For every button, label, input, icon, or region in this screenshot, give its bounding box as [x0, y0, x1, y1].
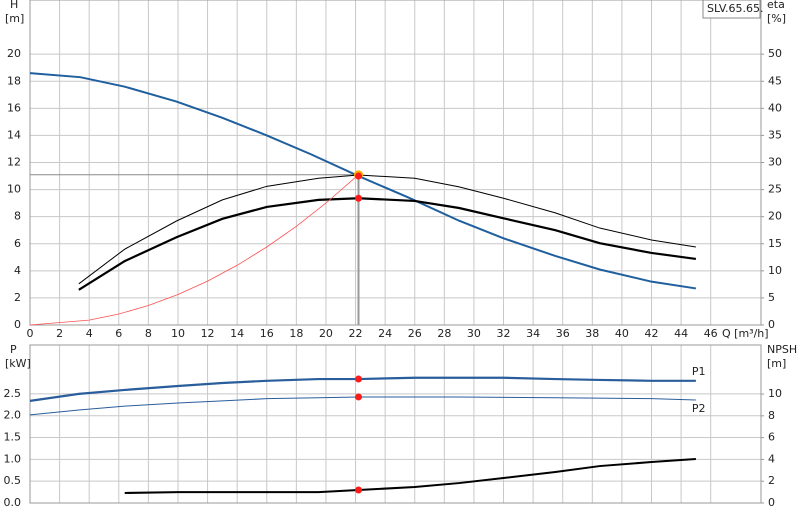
y-tick-label: 0.0	[4, 496, 22, 509]
y-axis-unit: [kW]	[5, 357, 31, 370]
y2-axis-title: eta	[767, 0, 785, 11]
y-tick-label: 2.0	[4, 409, 22, 422]
y2-axis-unit: [%]	[767, 12, 786, 25]
curve	[124, 457, 696, 494]
y-tick-label: 1.0	[4, 452, 22, 465]
y2-tick-label: 4	[768, 452, 775, 465]
chart-title: SLV.65.65.	[707, 2, 764, 15]
x-tick-label: 20	[319, 327, 333, 340]
y2-tick-label: 2	[768, 474, 775, 487]
x-tick-label: 24	[378, 327, 392, 340]
curve	[29, 174, 359, 326]
y2-tick-label: 25	[768, 183, 782, 196]
operating-point	[355, 393, 363, 401]
y2-tick-label: 6	[768, 431, 775, 444]
y2-tick-label: 10	[768, 387, 782, 400]
y-tick-label: 18	[7, 74, 21, 87]
x-tick-label: 34	[526, 327, 540, 340]
x-tick-label: 38	[585, 327, 599, 340]
y-tick-label: 6	[14, 237, 21, 250]
y-tick-label: 8	[14, 210, 21, 223]
y-tick-label: 16	[7, 101, 21, 114]
curve	[78, 174, 696, 285]
y2-axis-unit: [m]	[767, 357, 786, 370]
x-tick-label: 14	[230, 327, 244, 340]
plot-frame	[29, 0, 762, 326]
y2-tick-label: 45	[768, 74, 782, 87]
x-tick-label: 28	[437, 327, 451, 340]
x-tick-label: 4	[86, 327, 93, 340]
x-tick-label: 32	[497, 327, 511, 340]
y-tick-label: 2.5	[4, 387, 22, 400]
y-tick-label: 2	[14, 291, 21, 304]
operating-point	[355, 194, 363, 202]
title-box	[702, 0, 761, 19]
curve-label: P1	[692, 365, 706, 378]
y-tick-label: 14	[7, 128, 21, 141]
x-tick-label: 26	[408, 327, 422, 340]
y-tick-label: 0.5	[4, 474, 22, 487]
x-tick-label: 36	[556, 327, 570, 340]
y-axis-unit: [m]	[5, 12, 24, 25]
y-tick-label: 10	[7, 183, 21, 196]
y2-tick-label: 40	[768, 101, 782, 114]
y2-axis-title: NPSH	[767, 343, 797, 356]
x-tick-label: 46	[704, 327, 718, 340]
y-axis-title: H	[10, 0, 18, 11]
operating-point	[355, 375, 363, 383]
y-tick-label: 1.5	[4, 431, 22, 444]
x-tick-label: 8	[145, 327, 152, 340]
x-tick-label: 40	[615, 327, 629, 340]
y2-tick-label: 35	[768, 128, 782, 141]
x-tick-label: 16	[260, 327, 274, 340]
y2-tick-label: 0	[768, 496, 775, 509]
y2-tick-label: 50	[768, 47, 782, 60]
y2-tick-label: 8	[768, 409, 775, 422]
operating-point	[355, 486, 363, 494]
x-tick-label: 22	[349, 327, 363, 340]
y2-tick-label: 20	[768, 210, 782, 223]
y2-tick-label: 30	[768, 156, 782, 169]
x-tick-label: 12	[201, 327, 215, 340]
y2-tick-label: 5	[768, 291, 775, 304]
x-tick-label: 44	[674, 327, 688, 340]
y-tick-label: 4	[14, 264, 21, 277]
y2-tick-label: 0	[768, 318, 775, 331]
y2-tick-label: 10	[768, 264, 782, 277]
plot-frame	[29, 344, 762, 504]
curve	[29, 396, 696, 416]
x-tick-label: 2	[56, 327, 63, 340]
y-tick-label: 12	[7, 156, 21, 169]
curve	[29, 72, 697, 290]
y2-tick-label: 15	[768, 237, 782, 250]
x-tick-label: 42	[644, 327, 658, 340]
x-tick-label: 0	[27, 327, 34, 340]
operating-point	[355, 172, 363, 180]
y-axis-title: P	[10, 343, 17, 356]
y-tick-label: 20	[7, 47, 21, 60]
y-tick-label: 0	[14, 318, 21, 331]
x-tick-label: 6	[115, 327, 122, 340]
curve	[78, 197, 697, 291]
x-tick-label: 30	[467, 327, 481, 340]
x-axis-title: Q [m³/h]	[722, 327, 769, 340]
curve-label: P2	[692, 402, 706, 415]
x-tick-label: 10	[171, 327, 185, 340]
x-tick-label: 18	[289, 327, 303, 340]
